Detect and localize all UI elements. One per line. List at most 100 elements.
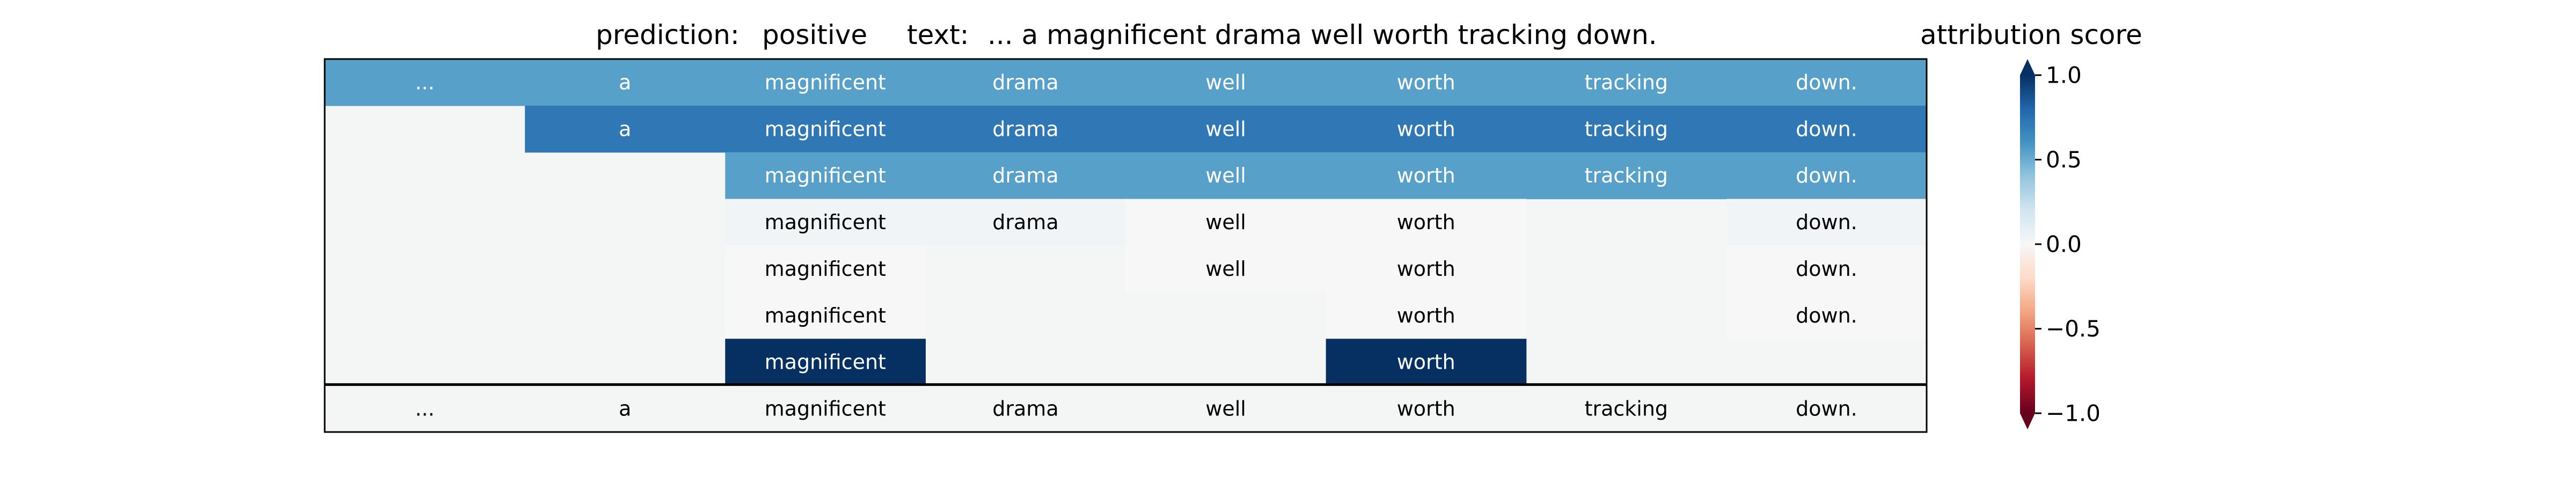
heatmap-cell: [925, 59, 1126, 106]
heatmap-cell-label: drama: [992, 117, 1058, 141]
heatmap-cell: [1326, 199, 1527, 246]
colorbar-tick-label: 0.5: [2046, 147, 2082, 173]
heatmap-cell-label: worth: [1397, 70, 1455, 94]
heatmap-cell-label: magnificent: [765, 210, 886, 234]
heatmap-cell-label: well: [1205, 257, 1246, 281]
heatmap-cell-label: worth: [1397, 350, 1455, 374]
colorbar-tick-label: −0.5: [2046, 316, 2101, 342]
heatmap-frame: [324, 58, 1928, 433]
heatmap-cell: [1326, 339, 1527, 386]
colorbar-tick-label: 0.0: [2046, 231, 2082, 258]
heatmap-cell: [1526, 152, 1727, 200]
heatmap-cell: [725, 59, 926, 106]
heatmap-cell: [1125, 199, 1327, 246]
heatmap-cell-label: well: [1205, 210, 1246, 234]
colorbar-extend-min: [2020, 413, 2035, 429]
heatmap-cell: [525, 59, 726, 106]
heatmap-cell-label: magnificent: [765, 304, 886, 327]
heatmap-cell: [1526, 59, 1727, 106]
heatmap-cell-label: a: [619, 70, 631, 94]
heatmap-cell: [725, 292, 926, 339]
heatmap-cell: [1726, 199, 1927, 246]
heatmap-cell: [925, 199, 1126, 246]
colorbar-tick-label: −1.0: [2046, 400, 2101, 427]
heatmap-cell: [925, 105, 1126, 153]
baseline-token: down.: [1796, 397, 1857, 421]
baseline-token: a: [619, 397, 631, 421]
heatmap-cell-label: down.: [1796, 70, 1857, 94]
heatmap-cell-label: worth: [1397, 210, 1455, 234]
heatmap-cell-label: well: [1205, 70, 1246, 94]
heatmap-cells: [325, 59, 1927, 386]
heatmap-cell-label: tracking: [1585, 164, 1668, 187]
colorbar-ticks: 1.0 0.5 0.0 −0.5 −1.0: [2035, 62, 2101, 427]
heatmap-cell: [1726, 152, 1927, 200]
heatmap-cell-label: ...: [415, 70, 434, 94]
heatmap-cell-label: tracking: [1585, 70, 1668, 94]
text-prefix: text:: [907, 19, 969, 50]
heatmap-cell: [525, 105, 726, 153]
heatmap-cell-label: down.: [1796, 210, 1857, 234]
heatmap-cell-label: worth: [1397, 257, 1455, 281]
heatmap-cell-label: magnificent: [765, 70, 886, 94]
heatmap-cell: [1326, 105, 1527, 153]
heatmap-cell: [1726, 105, 1927, 153]
heatmap-cell: [725, 105, 926, 153]
heatmap-cell-label: worth: [1397, 304, 1455, 327]
heatmap-cell-label: magnificent: [765, 350, 886, 374]
heatmap-cell-label: well: [1205, 117, 1246, 141]
heatmap-cell-label: worth: [1397, 117, 1455, 141]
baseline-token: magnificent: [765, 397, 886, 421]
heatmap-cell: [925, 152, 1126, 200]
heatmap-cell: [1726, 292, 1927, 339]
baseline-token: ...: [415, 397, 434, 421]
heatmap-cell-label: drama: [992, 210, 1058, 234]
heatmap-cell: [1526, 105, 1727, 153]
heatmap-cell-label: well: [1205, 164, 1246, 187]
heatmap-cell-label: tracking: [1585, 117, 1668, 141]
heatmap-cell-label: magnificent: [765, 164, 886, 187]
colorbar: attribution score 1.0 0.5 0.0 −0.5 −1.0: [1920, 19, 2142, 429]
heatmap-cell: [725, 245, 926, 292]
heatmap-cell-label: magnificent: [765, 257, 886, 281]
heatmap-cell-label: drama: [992, 70, 1058, 94]
heatmap-cell: [325, 59, 525, 106]
baseline-token: well: [1205, 397, 1246, 421]
heatmap-cell-label: down.: [1796, 304, 1857, 327]
heatmap-cell-label: worth: [1397, 164, 1455, 187]
heatmap-cell: [1125, 245, 1327, 292]
heatmap-cell: [725, 199, 926, 246]
heatmap-cell: [1125, 59, 1327, 106]
heatmap-cell: [725, 339, 926, 386]
heatmap-cell: [725, 152, 926, 200]
heatmap-cell: [1326, 245, 1527, 292]
baseline-token-row: ... a magnificent drama well worth tracking dow…: [415, 397, 1857, 421]
colorbar-extend-max: [2020, 59, 2035, 75]
heatmap-cell: [1726, 59, 1927, 106]
colorbar-label: attribution score: [1920, 19, 2142, 50]
heatmap-cell-label: down.: [1796, 117, 1857, 141]
prediction-prefix: prediction:: [596, 19, 740, 50]
heatmap-cell-label: magnificent: [765, 117, 886, 141]
text-value: ... a magnificent drama well worth track…: [987, 19, 1657, 50]
heatmap-cell-label: down.: [1796, 164, 1857, 187]
heatmap-cell: [1125, 105, 1327, 153]
attribution-heatmap: ... a magnificent drama well worth tracking dow…: [324, 58, 1928, 433]
heatmap-cell-labels: ... a magnificent drama well worth tracking dow…: [415, 70, 1857, 374]
header: prediction: positive text: ... a magnifi…: [596, 19, 1657, 50]
heatmap-cell-label: down.: [1796, 257, 1857, 281]
colorbar-scale: [2020, 75, 2035, 413]
prediction-value: positive: [762, 19, 867, 50]
colorbar-tick-label: 1.0: [2046, 62, 2082, 89]
heatmap-cell-label: a: [619, 117, 631, 141]
baseline-token: tracking: [1585, 397, 1668, 421]
heatmap-cell: [1326, 292, 1527, 339]
heatmap-cell: [1125, 152, 1327, 200]
baseline-token: drama: [992, 397, 1058, 421]
heatmap-cell: [1726, 245, 1927, 292]
heatmap-cell: [1326, 59, 1527, 106]
heatmap-cell: [1326, 152, 1527, 200]
baseline-token: worth: [1397, 397, 1455, 421]
heatmap-cell-label: drama: [992, 164, 1058, 187]
